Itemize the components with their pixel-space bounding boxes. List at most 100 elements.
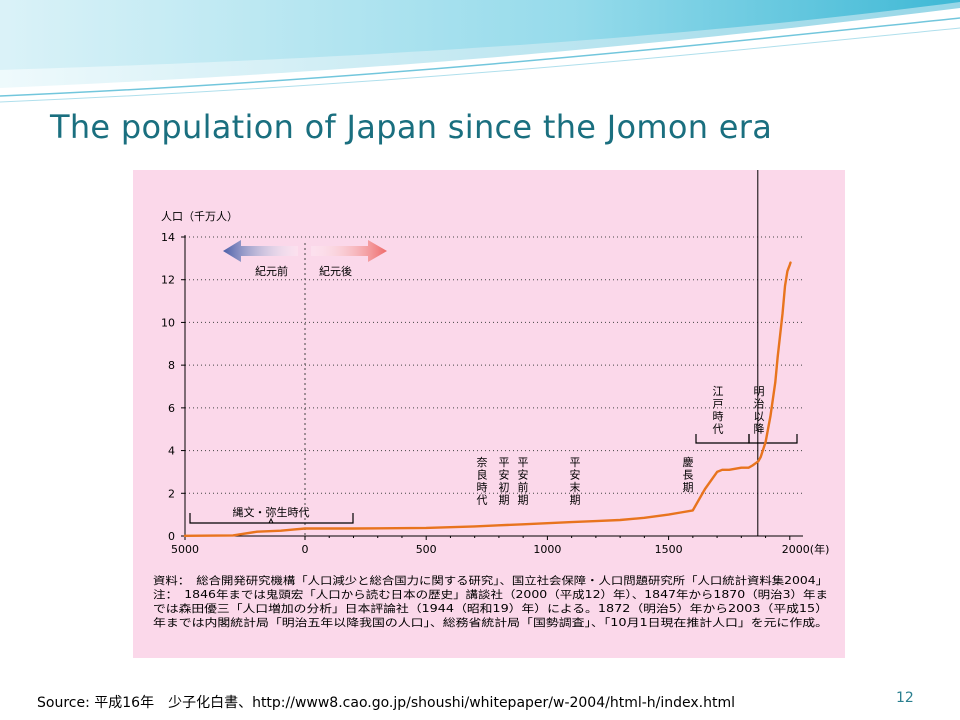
data-point bbox=[691, 509, 694, 512]
y-tick-label: 8 bbox=[168, 359, 175, 372]
heian-early-label-char: 平 bbox=[499, 456, 510, 469]
series-line-0 bbox=[183, 261, 792, 537]
data-point bbox=[789, 261, 792, 264]
data-point bbox=[786, 270, 789, 273]
data-point bbox=[776, 355, 779, 358]
grid-lines bbox=[185, 170, 803, 536]
edo-label-char: 時 bbox=[713, 410, 724, 423]
y-tick-label: 2 bbox=[168, 487, 175, 500]
y-tick-label: 12 bbox=[161, 274, 175, 287]
heian-mid-label-char: 期 bbox=[518, 494, 529, 507]
jomon-bracket bbox=[189, 513, 354, 524]
jomon-bracket-notch bbox=[268, 517, 274, 524]
y-tick-label: 10 bbox=[161, 316, 175, 329]
note-line: 資料： 総合開発研究機構「人口減少と総合国力に関する研究」、国立社会保障・人口問… bbox=[153, 574, 828, 587]
data-point bbox=[256, 530, 258, 533]
x-tick-label: 500 bbox=[416, 543, 437, 556]
data-point bbox=[522, 523, 525, 526]
keicho-label: 慶長期 bbox=[683, 455, 694, 494]
heian-mid-label-char: 平 bbox=[518, 456, 529, 469]
nara-label-char: 奈 bbox=[477, 455, 488, 469]
heian-early-label-char: 期 bbox=[499, 494, 510, 507]
edo-label-char: 江 bbox=[713, 385, 724, 398]
jomon-yayoi-label: 縄文・弥生時代 bbox=[233, 505, 310, 519]
population-chart: 14 12 10 8 6 4 2 0 人口（千万人） 5000 0 500 1000 1500 2000(年… bbox=[133, 170, 845, 658]
data-point bbox=[498, 524, 500, 527]
data-point bbox=[747, 466, 750, 469]
ce-arrow bbox=[311, 240, 387, 262]
data-point bbox=[774, 381, 777, 384]
data-point bbox=[304, 527, 306, 530]
heian-early-label-char: 初 bbox=[499, 480, 510, 494]
data-point bbox=[232, 534, 234, 537]
data-point bbox=[595, 520, 597, 522]
y-tick-label: 4 bbox=[168, 445, 175, 458]
data-point bbox=[643, 516, 646, 519]
note-line: では森田優三「人口増加の分析」日本評論社（1944（昭和19）年）による。187… bbox=[153, 602, 828, 615]
data-point bbox=[759, 456, 762, 458]
bce-arrow bbox=[223, 240, 298, 262]
heian-late-label-char: 平 bbox=[570, 456, 581, 469]
heian-mid-label-char: 前 bbox=[518, 480, 529, 494]
data-point bbox=[740, 466, 743, 469]
x-tick-label: 0 bbox=[302, 543, 309, 556]
x-tick-label: 5000 bbox=[171, 543, 199, 556]
x-tick-label: 2000(年) bbox=[782, 542, 830, 556]
heian-late-label-char: 末 bbox=[570, 480, 581, 494]
data-point bbox=[751, 464, 754, 467]
data-point bbox=[781, 313, 784, 315]
chart-notes: 資料： 総合開発研究機構「人口減少と総合国力に関する研究」、国立社会保障・人口問… bbox=[153, 574, 828, 629]
ce-label: 紀元後 bbox=[319, 264, 352, 278]
page-number: 12 bbox=[896, 690, 914, 706]
data-point bbox=[619, 519, 621, 521]
slide-title: The population of Japan since the Jomon … bbox=[50, 108, 773, 146]
meiji-label-char: 治 bbox=[754, 397, 765, 411]
data-point bbox=[292, 528, 294, 531]
data-point bbox=[546, 522, 549, 525]
data-point bbox=[184, 534, 186, 537]
y-tick-label: 14 bbox=[161, 231, 175, 244]
edo-label-char: 代 bbox=[713, 423, 724, 436]
data-point bbox=[769, 415, 772, 418]
header-swoosh bbox=[0, 0, 960, 103]
y-axis-label: 人口（千万人） bbox=[161, 210, 238, 223]
data-point bbox=[667, 513, 670, 516]
data-point bbox=[757, 460, 760, 463]
meiji-label-char: 以 bbox=[754, 410, 765, 423]
keicho-label-char: 期 bbox=[683, 481, 694, 494]
data-point bbox=[788, 263, 791, 266]
data-point bbox=[728, 468, 731, 471]
x-tick-label: 1500 bbox=[655, 543, 683, 556]
data-point bbox=[704, 488, 706, 490]
meiji-bracket bbox=[748, 434, 798, 444]
meiji-label-char: 明 bbox=[754, 385, 765, 398]
meiji-label-char: 降 bbox=[754, 422, 765, 436]
note-line: 注： 1846年までは鬼頭宏「人口から読む日本の歴史」講談社（2000（平成12… bbox=[153, 588, 828, 601]
x-tick-label: 1000 bbox=[533, 543, 561, 556]
data-point bbox=[473, 525, 476, 528]
source-citation: Source: 平成16年 少子化白書、http://www8.cao.go.j… bbox=[37, 695, 736, 711]
y-tick-label: 0 bbox=[168, 530, 175, 543]
heian-early-label-char: 安 bbox=[499, 468, 510, 482]
heian-late-label-char: 期 bbox=[570, 494, 581, 507]
nara-label-char: 時 bbox=[477, 481, 488, 494]
data-point bbox=[280, 529, 282, 532]
data-point bbox=[764, 441, 767, 443]
heian-mid-label-char: 安 bbox=[518, 468, 529, 482]
nara-label-char: 良 bbox=[477, 468, 488, 482]
keicho-label-char: 慶 bbox=[683, 455, 694, 469]
data-point bbox=[352, 527, 355, 530]
data-point bbox=[784, 285, 786, 287]
data-point bbox=[721, 468, 724, 471]
data-point bbox=[570, 521, 573, 523]
series-lines bbox=[183, 261, 792, 537]
data-point bbox=[425, 527, 428, 529]
